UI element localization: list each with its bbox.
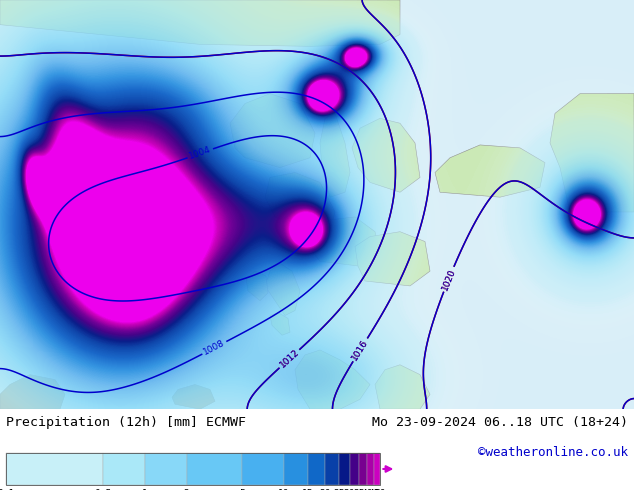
Text: 1020: 1020 <box>440 267 457 292</box>
Text: 15: 15 <box>302 489 314 490</box>
Bar <box>367 453 374 485</box>
Text: 35: 35 <box>353 489 365 490</box>
Text: 1012: 1012 <box>278 348 301 370</box>
Text: 0.1: 0.1 <box>0 489 15 490</box>
Text: 30: 30 <box>344 489 356 490</box>
Text: 1012: 1012 <box>278 348 301 370</box>
Polygon shape <box>172 385 215 409</box>
Text: 1004: 1004 <box>188 146 212 161</box>
Bar <box>6 453 103 485</box>
Bar <box>350 453 359 485</box>
Polygon shape <box>0 375 65 409</box>
Polygon shape <box>295 350 370 409</box>
Text: ©weatheronline.co.uk: ©weatheronline.co.uk <box>477 445 628 459</box>
Polygon shape <box>230 94 315 168</box>
Text: 10: 10 <box>278 489 289 490</box>
Text: Precipitation (12h) [mm] ECMWF: Precipitation (12h) [mm] ECMWF <box>6 416 247 429</box>
Polygon shape <box>265 263 300 316</box>
Text: 45: 45 <box>368 489 380 490</box>
Polygon shape <box>550 94 634 212</box>
Bar <box>359 453 367 485</box>
Polygon shape <box>375 365 430 409</box>
Bar <box>339 453 350 485</box>
Text: 1016: 1016 <box>351 338 370 362</box>
Polygon shape <box>320 113 350 197</box>
Text: 40: 40 <box>361 489 373 490</box>
Polygon shape <box>355 232 430 286</box>
Bar <box>186 453 242 485</box>
Bar <box>374 453 380 485</box>
Text: 25: 25 <box>333 489 344 490</box>
Polygon shape <box>270 313 290 335</box>
Polygon shape <box>0 0 400 47</box>
Polygon shape <box>435 145 545 197</box>
Text: 1008: 1008 <box>202 339 226 357</box>
Bar <box>283 453 308 485</box>
Bar <box>145 453 186 485</box>
Text: 50: 50 <box>375 489 386 490</box>
Polygon shape <box>308 217 380 266</box>
Text: 1016: 1016 <box>351 338 370 362</box>
Bar <box>308 453 325 485</box>
Text: 0.5: 0.5 <box>94 489 112 490</box>
Bar <box>325 453 339 485</box>
Bar <box>242 453 283 485</box>
Text: 5: 5 <box>239 489 245 490</box>
Text: 2: 2 <box>184 489 190 490</box>
Text: 1: 1 <box>142 489 148 490</box>
Bar <box>103 453 145 485</box>
Polygon shape <box>265 172 335 237</box>
Polygon shape <box>352 118 420 192</box>
Text: 20: 20 <box>320 489 331 490</box>
Bar <box>6 453 380 485</box>
Polygon shape <box>246 271 268 301</box>
Text: Mo 23-09-2024 06..18 UTC (18+24): Mo 23-09-2024 06..18 UTC (18+24) <box>372 416 628 429</box>
Text: 1020: 1020 <box>440 267 457 292</box>
